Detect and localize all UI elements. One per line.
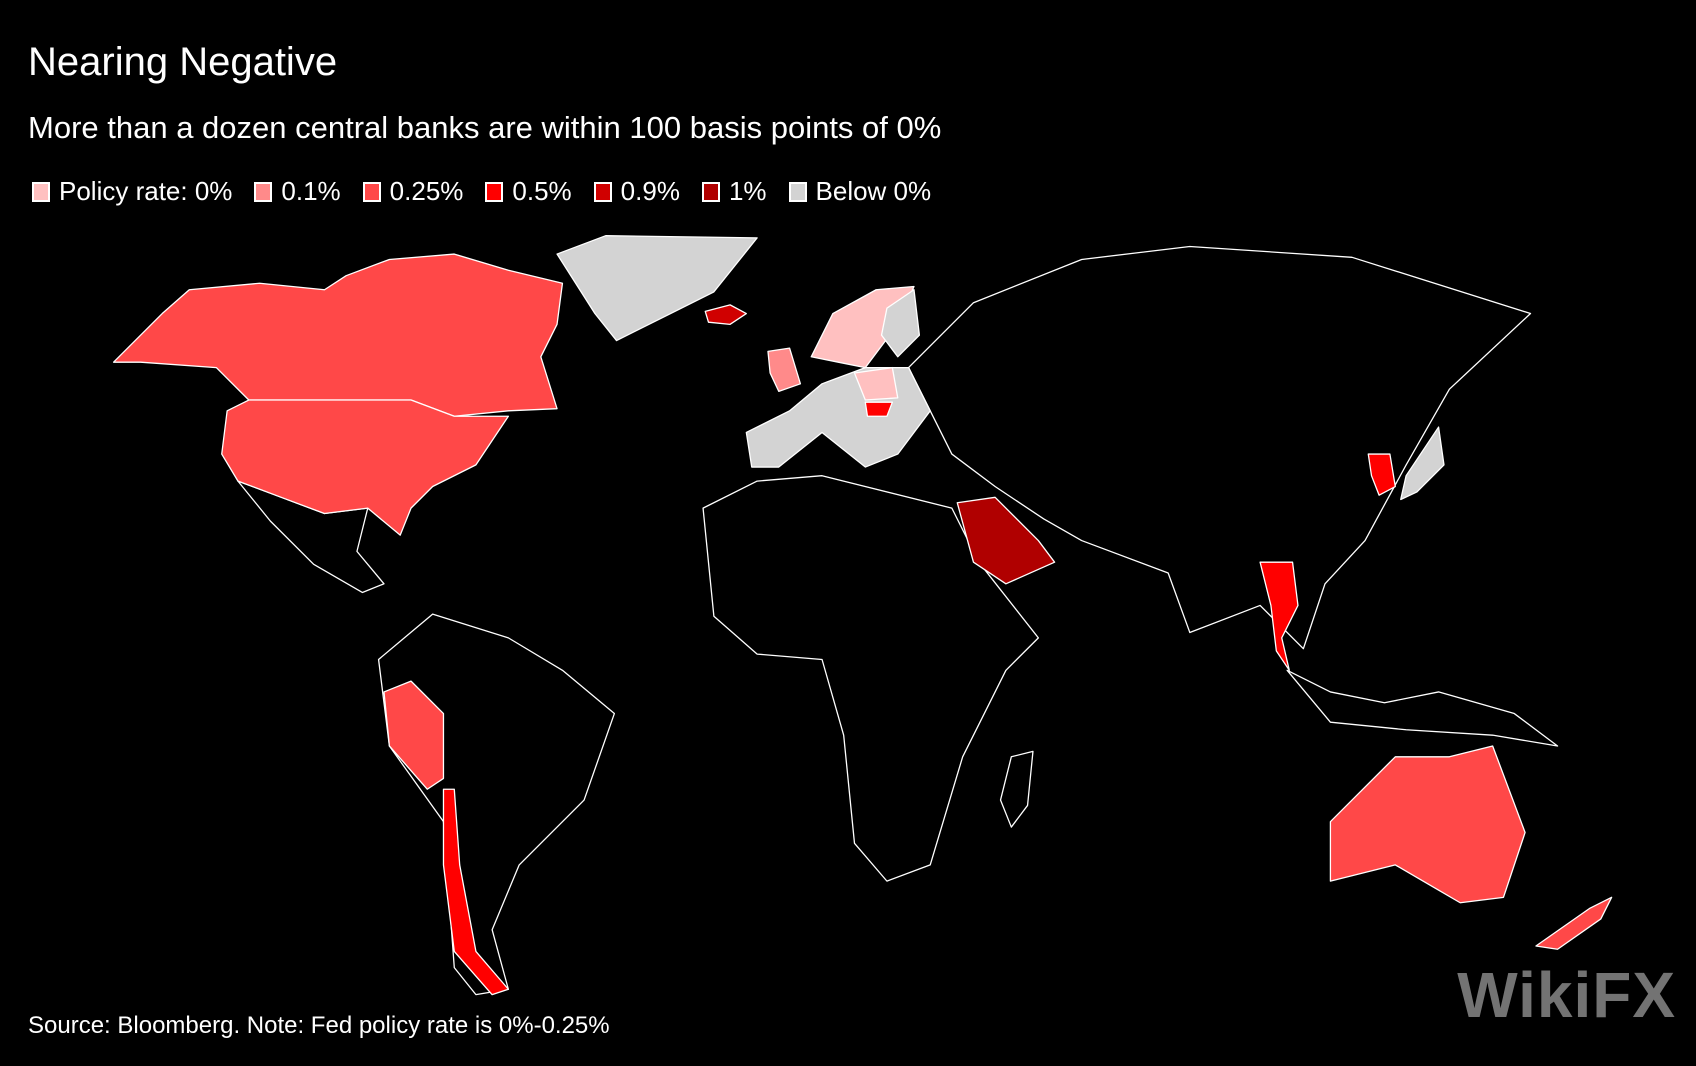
legend-swatch [788,181,807,202]
eurasia [907,245,1532,650]
legend-label: 0.5% [512,176,572,206]
japan [1400,426,1445,501]
legend-label: Policy rate: 0% [59,176,233,206]
legend-swatch [362,181,381,202]
legend-swatch [593,181,612,202]
legend-item: Below 0% [788,176,932,207]
hungary [864,401,893,417]
south-korea [1367,453,1396,496]
legend-item: 1% [701,176,767,207]
legend-label: 0.25% [389,176,464,206]
legend-item: 0.1% [254,176,341,207]
chart-subtitle: More than a dozen central banks are with… [28,110,942,145]
united-kingdom [767,347,802,393]
peru [383,680,445,790]
legend-item: 0.9% [593,176,680,207]
new-zealand [1535,896,1613,950]
poland [853,366,899,401]
legend-item: 0.25% [362,176,464,207]
africa [702,475,1040,882]
finland [880,289,921,358]
legend-item: 0.5% [485,176,572,207]
iceland [704,304,747,325]
chart-title: Nearing Negative [28,40,338,84]
canada [112,253,564,417]
legend-swatch [32,181,50,202]
madagascar [999,750,1034,828]
legend-label: Below 0% [815,176,932,206]
indonesia [1286,669,1559,747]
wikifx-watermark: WikiFX [1457,959,1676,1031]
legend-item: Policy rate: 0% [32,176,232,207]
legend-label: 1% [728,176,767,206]
south-america [377,613,616,996]
australia [1329,745,1526,904]
greenland [556,235,758,342]
source-note: Source: Bloomberg. Note: Fed policy rate… [28,1012,610,1039]
thailand [1259,561,1299,671]
legend: Policy rate: 0% 0.1% 0.25% 0.5% 0.9% 1% Below … [32,176,931,207]
legend-swatch [254,181,273,202]
legend-swatch [701,181,720,202]
saudi-arabia [956,496,1056,585]
legend-label: 0.1% [281,176,341,206]
legend-swatch [485,181,504,202]
legend-label: 0.9% [620,176,680,206]
chile [442,788,510,996]
united-states [221,399,510,536]
